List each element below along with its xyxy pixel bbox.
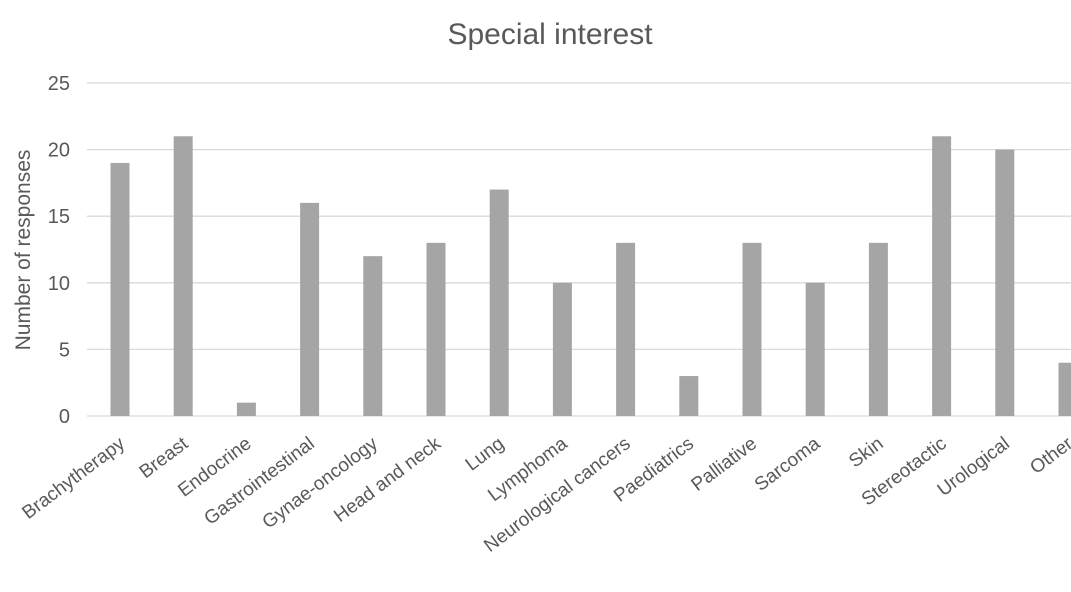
y-tick-label: 25 [48, 73, 70, 95]
bar-11 [805, 282, 825, 416]
y-tick-label: 0 [59, 406, 70, 428]
bar-4 [363, 256, 383, 416]
bar-1 [173, 136, 193, 416]
bar-7 [552, 282, 572, 416]
bar-0 [110, 162, 130, 416]
bar-10 [742, 242, 762, 416]
y-tick-label: 15 [48, 206, 70, 228]
bar-2 [236, 402, 256, 416]
bar-9 [679, 376, 699, 416]
x-axis-ticks: Brachytherapy BreastEndocrineGastrointest… [19, 433, 1071, 557]
bar-3 [300, 202, 320, 416]
bar-14 [995, 149, 1015, 416]
bar-12 [868, 242, 888, 416]
x-tick-label: Sarcoma [751, 433, 825, 496]
x-tick-label: Brachytherapy [19, 433, 130, 524]
bar-15 [1058, 362, 1071, 416]
x-tick-label: Gynae-oncology [259, 433, 383, 533]
y-tick-label: 5 [59, 339, 70, 361]
x-tick-label: Skin [845, 433, 887, 472]
x-tick-label: Lung [462, 433, 508, 475]
x-tick-label: Palliative [688, 433, 761, 496]
gridlines [87, 82, 1071, 417]
bar-13 [932, 136, 952, 416]
bar-6 [489, 189, 509, 416]
y-axis-ticks: 0 5 10 15 20 25 [48, 73, 70, 428]
y-tick-label: 20 [48, 140, 70, 162]
x-tick-label: Breast [136, 433, 193, 483]
y-axis-label: Number of responses [12, 150, 35, 351]
bar-5 [426, 242, 446, 416]
bar-8 [616, 242, 636, 416]
x-tick-label: Urological [934, 433, 1014, 501]
x-tick-label: Head and neck [330, 433, 445, 527]
y-tick-label: 10 [48, 273, 70, 295]
bars [110, 136, 1071, 416]
chart-title: Special interest [447, 18, 653, 51]
x-tick-label: Other [1026, 433, 1071, 479]
